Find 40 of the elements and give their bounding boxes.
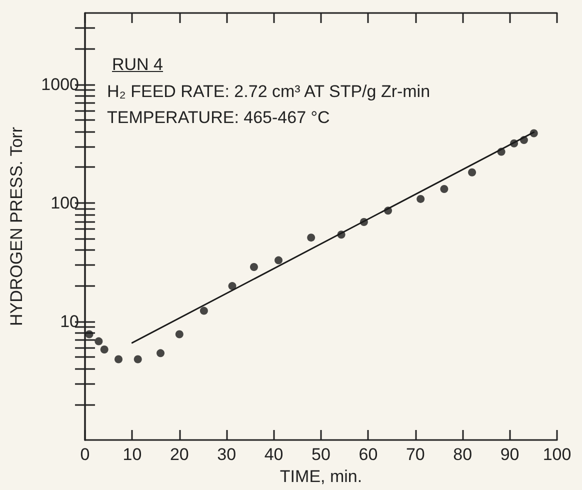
y-tick-label: 10 (60, 312, 79, 331)
point (384, 206, 392, 215)
x-axis-title: TIME, min. (280, 467, 362, 486)
annotation: H₂ FEED RATE: 2.72 cm³ AT STP/g Zr-min (107, 82, 430, 102)
y-axis-title: HYDROGEN PRESS. Torr (7, 126, 26, 326)
point (250, 263, 258, 271)
point (134, 355, 142, 364)
x-tick-label: 90 (500, 445, 520, 464)
point (274, 256, 283, 264)
x-tick-label: 40 (264, 445, 284, 464)
x-tick-label: 0 (80, 445, 90, 464)
x-tick-label: 70 (406, 445, 425, 464)
x-tick-label: 80 (453, 445, 472, 464)
point (200, 306, 208, 315)
y-tick-label: 1000 (41, 74, 79, 94)
point (114, 355, 123, 364)
point (228, 282, 236, 290)
point (337, 230, 346, 239)
point (510, 139, 518, 148)
point (520, 136, 528, 144)
point (440, 185, 448, 194)
x-tick-label: 20 (170, 445, 189, 464)
x-tick-label: 10 (122, 445, 142, 464)
point (156, 349, 165, 358)
point (307, 234, 316, 242)
point (416, 194, 425, 203)
point (468, 168, 476, 176)
x-tick-label: 50 (312, 445, 330, 464)
y-tick-label: 100 (50, 193, 79, 212)
point (360, 218, 368, 226)
x-tick-label: 30 (217, 445, 236, 464)
point (530, 129, 538, 138)
point (94, 337, 103, 346)
x-tick-label: 100 (542, 445, 572, 464)
annotation: TEMPERATURE: 465-467 °C (107, 108, 330, 128)
point (497, 148, 506, 156)
point (100, 346, 108, 354)
annotation: RUN 4 (112, 55, 164, 75)
x-tick-label: 60 (358, 445, 378, 464)
point (175, 330, 184, 338)
